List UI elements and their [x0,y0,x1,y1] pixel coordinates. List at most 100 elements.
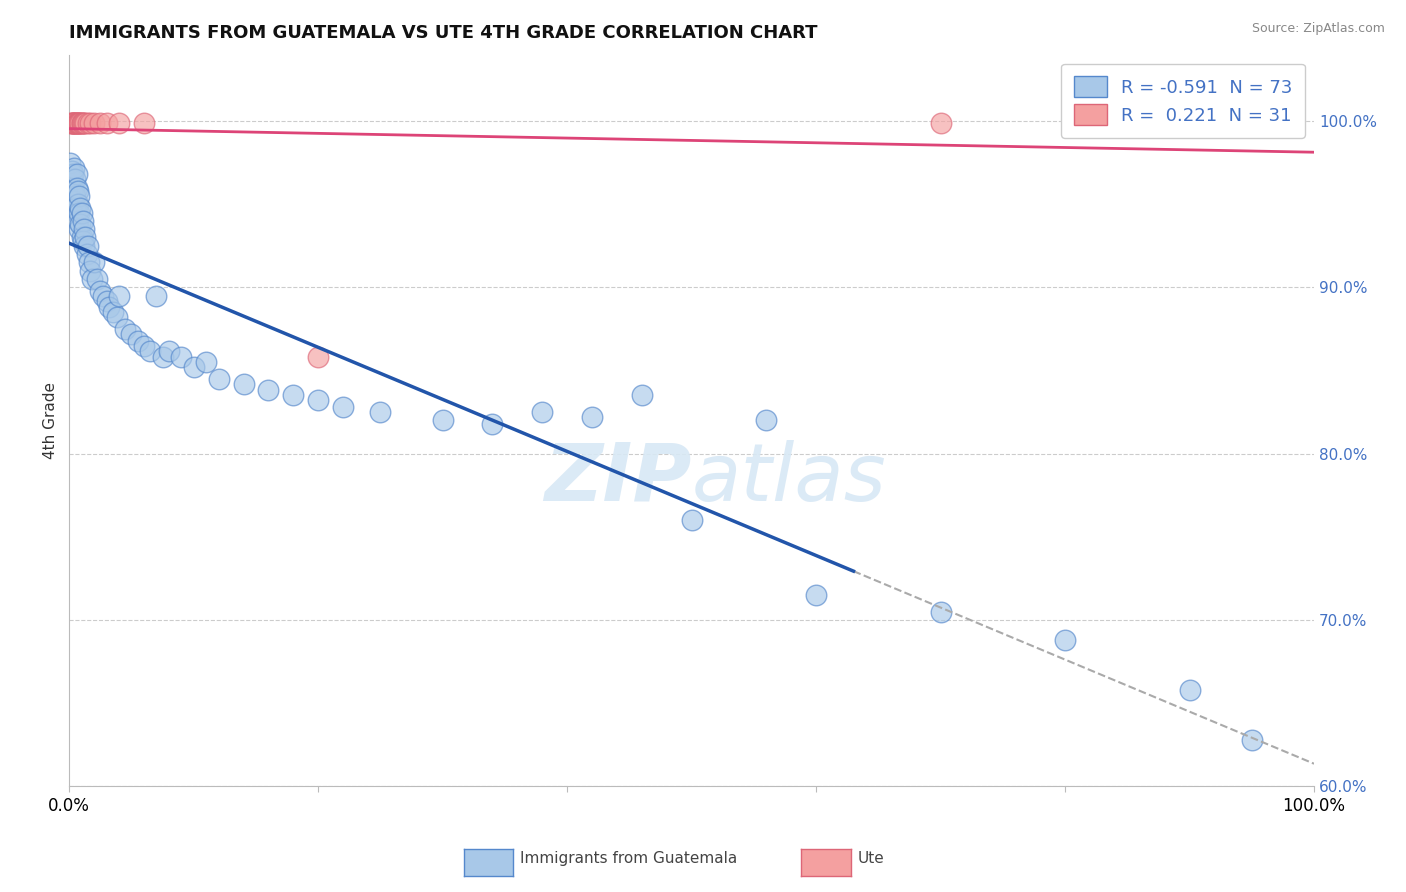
Point [83,255,105,269]
Point [65,172,87,186]
Point [69,217,91,231]
Point [1054,632,1077,647]
Point [91,288,114,302]
Point [67,222,90,236]
Point [89,116,111,130]
Point [67,189,90,203]
Legend: R = -0.591  N = 73, R =  0.221  N = 31: R = -0.591 N = 73, R = 0.221 N = 31 [1062,63,1305,138]
Point [60,116,83,130]
Point [65,189,87,203]
Point [195,355,218,369]
Point [69,116,91,130]
Point [183,360,205,375]
Point [69,201,91,215]
Point [108,288,131,302]
Point [96,293,118,308]
Y-axis label: 4th Grade: 4th Grade [44,382,58,458]
Point [59,116,82,130]
Point [66,116,89,130]
Point [86,272,108,286]
Point [207,372,229,386]
Point [70,205,93,219]
Point [1240,116,1263,130]
Point [681,513,703,527]
Point [63,184,86,198]
Point [75,116,97,130]
Point [62,116,84,130]
Point [62,167,84,181]
Point [80,272,103,286]
Point [59,155,82,169]
Point [96,116,118,130]
Point [145,288,167,302]
Point [63,116,86,130]
Point [67,116,90,130]
Point [66,167,89,181]
Point [581,410,603,425]
Point [83,116,105,130]
Point [1178,682,1201,697]
Point [307,350,329,364]
Point [531,405,554,419]
Point [631,388,654,402]
Point [332,400,354,414]
Point [66,116,89,130]
Point [65,201,87,215]
Point [66,180,89,194]
Point [65,116,87,130]
Point [929,116,952,130]
Point [132,116,155,130]
Point [65,116,87,130]
Point [66,184,89,198]
Point [73,239,96,253]
Text: atlas: atlas [692,440,886,518]
Text: ZIP: ZIP [544,440,692,518]
Point [105,310,128,325]
Point [152,350,174,364]
Point [257,384,280,398]
Point [63,116,86,130]
Text: Source: ZipAtlas.com: Source: ZipAtlas.com [1251,22,1385,36]
Point [72,214,94,228]
Point [66,197,89,211]
Point [67,116,90,130]
Point [77,255,100,269]
Point [63,194,86,208]
Point [60,164,83,178]
Point [929,605,952,619]
Point [432,413,454,427]
Text: Immigrants from Guatemala: Immigrants from Guatemala [520,851,738,865]
Point [76,247,98,261]
Point [70,116,93,130]
Point [60,116,83,130]
Point [804,588,827,602]
Point [60,172,83,186]
Point [67,205,90,219]
Point [77,116,100,130]
Point [101,305,124,319]
Point [139,343,162,358]
Point [77,239,100,253]
Point [89,284,111,298]
Point [70,116,93,130]
Text: Ute: Ute [858,851,884,865]
Point [127,334,149,348]
Point [755,413,778,427]
Point [170,350,193,364]
Point [66,116,89,130]
Point [73,116,96,130]
Point [157,343,180,358]
Text: IMMIGRANTS FROM GUATEMALA VS UTE 4TH GRADE CORRELATION CHART: IMMIGRANTS FROM GUATEMALA VS UTE 4TH GRA… [69,24,818,42]
Point [66,205,89,219]
Point [63,161,86,175]
Point [73,222,96,236]
Point [70,230,93,244]
Point [66,214,89,228]
Point [66,116,89,130]
Point [75,230,97,244]
Point [132,338,155,352]
Point [62,180,84,194]
Point [98,301,121,315]
Point [307,393,329,408]
Point [1240,732,1263,747]
